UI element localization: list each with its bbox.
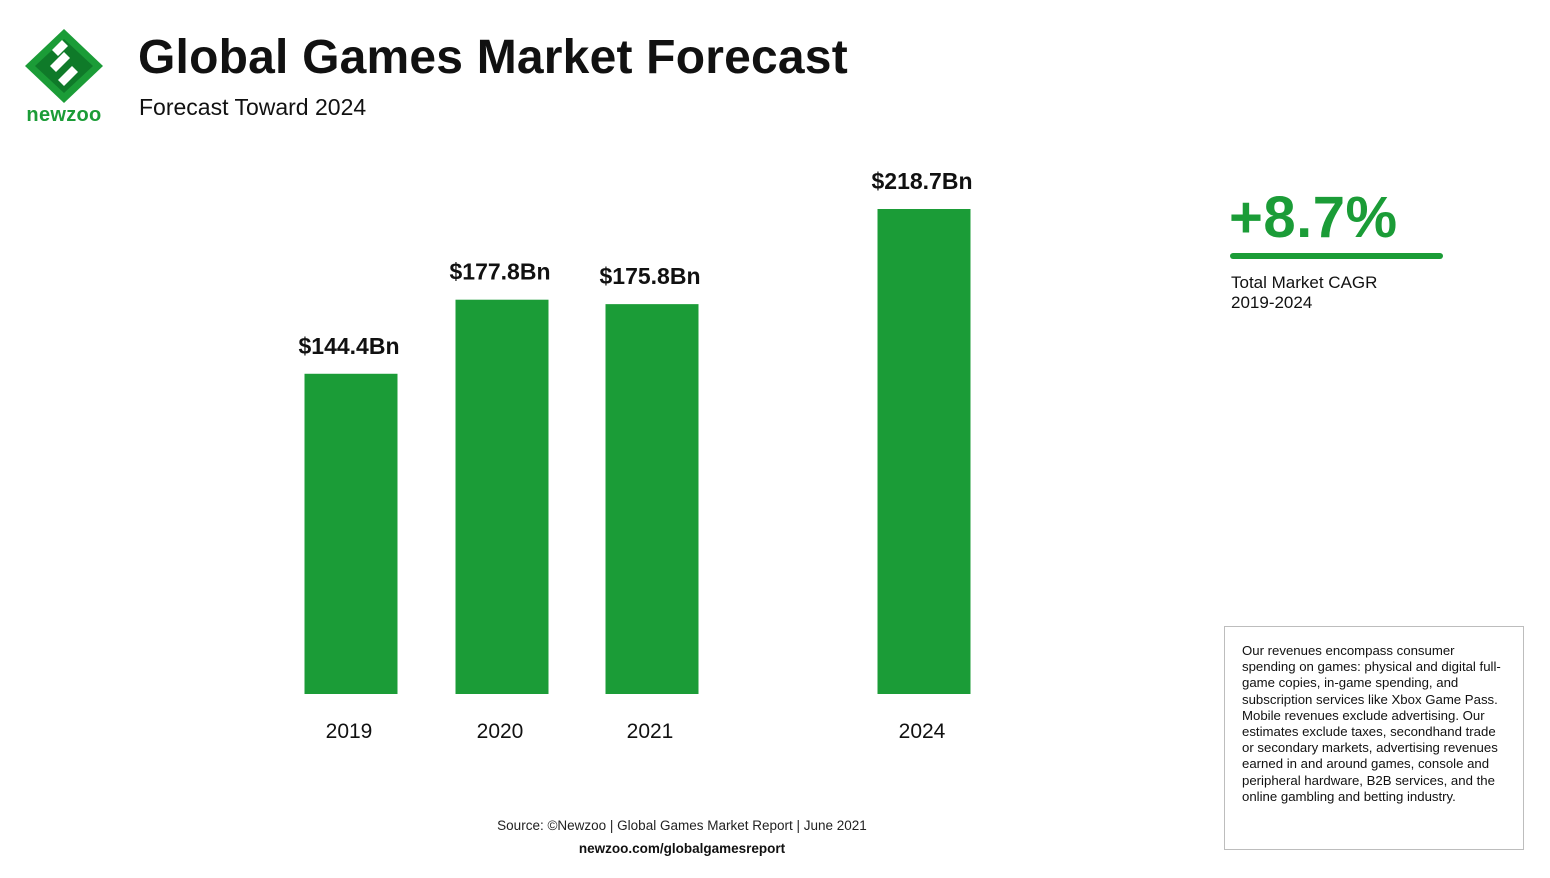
source-line: Source: ©Newzoo | Global Games Market Re… [497,818,867,833]
x-tick-2024: 2024 [899,720,946,743]
cagr-label-line1: Total Market CAGR [1231,273,1378,292]
newzoo-logo-icon [25,29,103,103]
data-label-2021: $175.8Bn [599,263,700,289]
bar-2021 [605,304,699,694]
cagr-label-line2: 2019-2024 [1231,293,1313,312]
bar-2024 [877,209,971,694]
data-label-2024: $218.7Bn [871,168,972,194]
bar-2019 [304,373,398,694]
chart-title: Global Games Market Forecast [138,31,848,84]
cagr-underline [1230,253,1443,259]
cagr-label: Total Market CAGR 2019-2024 [1231,273,1377,313]
data-label-2020: $177.8Bn [449,259,550,285]
data-label-2019: $144.4Bn [298,333,399,359]
bar-2020 [455,299,549,694]
newzoo-logo: newzoo [18,26,110,130]
source-url: newzoo.com/globalgamesreport [578,841,786,856]
x-tick-2019: 2019 [326,720,373,743]
methodology-note: Our revenues encompass consumer spending… [1224,626,1524,850]
x-tick-2021: 2021 [627,720,674,743]
logo-wordmark: newzoo [26,104,102,126]
bar-chart: $144.4Bn 2019 $177.8Bn 2020 $175.8Bn 2021 $218… [298,168,972,743]
cagr-value: +8.7% [1229,185,1398,250]
x-tick-2020: 2020 [477,720,524,743]
chart-subtitle: Forecast Toward 2024 [139,94,367,120]
